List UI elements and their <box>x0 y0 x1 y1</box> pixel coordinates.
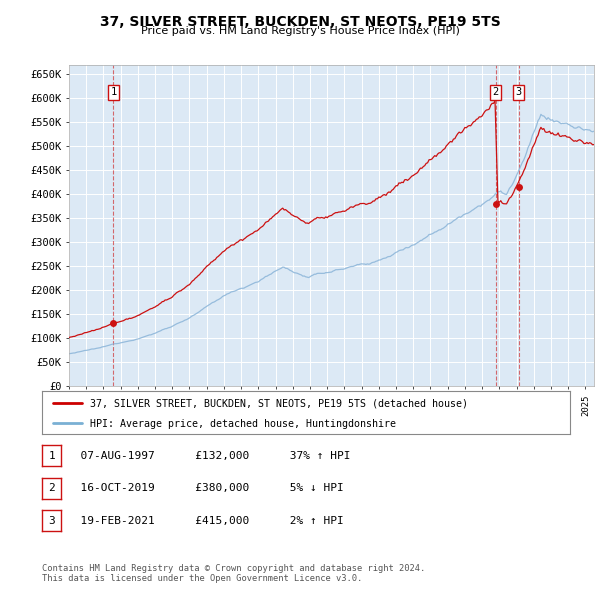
Text: Price paid vs. HM Land Registry's House Price Index (HPI): Price paid vs. HM Land Registry's House … <box>140 26 460 36</box>
Text: 3: 3 <box>515 87 522 97</box>
Text: 07-AUG-1997      £132,000      37% ↑ HPI: 07-AUG-1997 £132,000 37% ↑ HPI <box>67 451 350 461</box>
Text: HPI: Average price, detached house, Huntingdonshire: HPI: Average price, detached house, Hunt… <box>89 419 395 430</box>
Text: 2: 2 <box>48 483 55 493</box>
Text: 1: 1 <box>48 451 55 461</box>
Text: 19-FEB-2021      £415,000      2% ↑ HPI: 19-FEB-2021 £415,000 2% ↑ HPI <box>67 516 344 526</box>
Text: 1: 1 <box>110 87 116 97</box>
Text: 37, SILVER STREET, BUCKDEN, ST NEOTS, PE19 5TS: 37, SILVER STREET, BUCKDEN, ST NEOTS, PE… <box>100 15 500 29</box>
Text: 2: 2 <box>493 87 499 97</box>
Text: Contains HM Land Registry data © Crown copyright and database right 2024.
This d: Contains HM Land Registry data © Crown c… <box>42 563 425 583</box>
Text: 3: 3 <box>48 516 55 526</box>
Text: 16-OCT-2019      £380,000      5% ↓ HPI: 16-OCT-2019 £380,000 5% ↓ HPI <box>67 483 344 493</box>
Text: 37, SILVER STREET, BUCKDEN, ST NEOTS, PE19 5TS (detached house): 37, SILVER STREET, BUCKDEN, ST NEOTS, PE… <box>89 399 467 409</box>
